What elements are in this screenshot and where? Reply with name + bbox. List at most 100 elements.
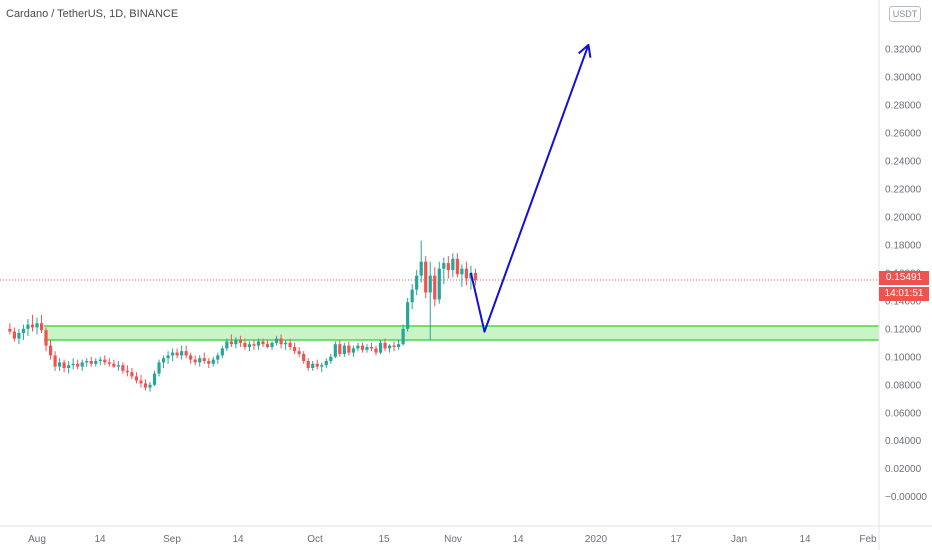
- candle-body: [134, 376, 139, 381]
- y-tick-label: 0.08000: [885, 380, 922, 391]
- candle-body: [130, 372, 134, 377]
- candle-body: [324, 360, 328, 366]
- candle-body: [94, 360, 98, 364]
- candle-body: [455, 258, 459, 275]
- candle-body: [220, 348, 224, 356]
- x-tick-label: 14: [232, 534, 244, 545]
- candle-body: [356, 345, 360, 349]
- candle-body: [320, 365, 324, 367]
- candle-body: [161, 358, 166, 363]
- candles: [8, 240, 478, 392]
- x-tick-label: 14: [94, 534, 106, 545]
- candle-body: [35, 323, 39, 328]
- y-tick-label: 0.14000: [885, 296, 922, 307]
- candle-body: [152, 373, 157, 385]
- y-tick-label: 0.26000: [885, 128, 922, 139]
- candle-body: [44, 330, 48, 346]
- candle-body: [234, 340, 238, 345]
- candle-body: [315, 363, 319, 367]
- candle-body: [89, 360, 93, 364]
- y-tick-label: 0.30000: [885, 73, 922, 84]
- y-tick-label: 0.20000: [885, 212, 922, 223]
- candle-body: [401, 328, 405, 345]
- last-price-label: 0.15491: [879, 271, 929, 285]
- candle-body: [8, 328, 12, 332]
- projection-line: [469, 44, 590, 333]
- candle-body: [347, 345, 351, 353]
- candle-body: [48, 345, 53, 356]
- x-tick-label: Nov: [444, 534, 462, 545]
- candle-body: [274, 338, 279, 343]
- candle-body: [369, 347, 374, 349]
- candle-body: [121, 365, 125, 371]
- candle-body: [338, 344, 342, 355]
- candle-body: [392, 345, 396, 348]
- x-tick-label: 14: [799, 534, 811, 545]
- candle-body: [12, 331, 16, 339]
- candle-body: [415, 275, 419, 290]
- symbol-title[interactable]: Cardano / TetherUS, 1D, BINANCE: [6, 8, 179, 20]
- candle-body: [442, 263, 446, 269]
- candle-body: [229, 341, 233, 345]
- candle-body: [311, 363, 315, 368]
- candle-body: [58, 362, 62, 367]
- candle-body: [207, 360, 211, 364]
- candle-body: [351, 348, 355, 353]
- candle-body: [157, 362, 161, 374]
- candle-body: [67, 365, 71, 368]
- candle-body: [342, 345, 346, 355]
- candle-body: [202, 358, 206, 361]
- y-tick-label: 0.32000: [885, 45, 922, 56]
- x-tick-label: Aug: [28, 534, 46, 545]
- candle-body: [71, 363, 75, 366]
- candle-body: [333, 344, 337, 357]
- candle-body: [329, 356, 333, 361]
- candle-body: [428, 275, 432, 293]
- candle-body: [139, 380, 143, 384]
- candle-body: [397, 344, 401, 348]
- candle-body: [107, 362, 111, 364]
- candle-body: [473, 272, 478, 280]
- candle-body: [53, 355, 57, 367]
- candle-body: [387, 345, 392, 349]
- candle-body: [112, 363, 116, 367]
- support-zone-fill: [44, 326, 879, 341]
- currency-button[interactable]: USDT: [889, 6, 921, 22]
- candle-body: [39, 323, 44, 331]
- candle-body: [198, 358, 202, 363]
- x-tick-label: 14: [512, 534, 524, 545]
- y-tick-label: 0.02000: [885, 464, 922, 475]
- candle-body: [383, 342, 387, 349]
- countdown-label: 14:01:51: [879, 287, 929, 301]
- candle-body: [419, 261, 423, 276]
- x-tick-label: Feb: [859, 534, 877, 545]
- candle-body: [148, 384, 152, 388]
- x-tick-label: Oct: [307, 534, 323, 545]
- candle-body: [211, 359, 215, 364]
- candle-body: [433, 275, 437, 300]
- candle-body: [437, 268, 441, 300]
- candle-body: [297, 351, 301, 355]
- candle-body: [284, 342, 288, 345]
- candle-body: [26, 324, 30, 329]
- candle-body: [460, 268, 464, 275]
- candle-body: [189, 355, 193, 360]
- candle-body: [243, 342, 247, 348]
- x-tick-label: 17: [670, 534, 682, 545]
- projection-arrow: [469, 43, 592, 333]
- candle-body: [256, 341, 261, 346]
- y-tick-label: 0.12000: [885, 324, 922, 335]
- candle-body: [360, 345, 365, 350]
- candle-body: [238, 340, 242, 343]
- candle-body: [302, 354, 306, 361]
- candle-body: [424, 261, 428, 293]
- projection-arrowhead: [578, 43, 592, 58]
- candle-body: [21, 328, 26, 334]
- y-tick-label: 0.28000: [885, 100, 922, 111]
- candle-body: [17, 333, 21, 339]
- candle-body: [116, 365, 120, 367]
- candle-body: [143, 383, 148, 388]
- x-tick-label: 2020: [585, 534, 608, 545]
